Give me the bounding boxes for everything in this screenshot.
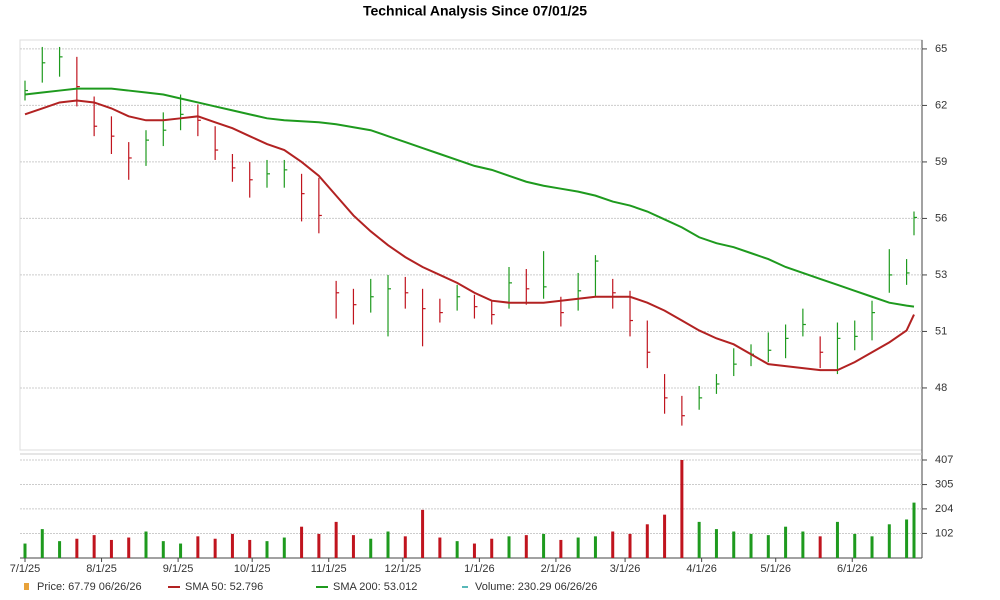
volume-bar — [282, 537, 286, 558]
volume-bar — [196, 536, 200, 558]
volume-bar — [749, 533, 753, 558]
volume-bar — [784, 526, 788, 558]
y-tick-label: 305 — [935, 478, 953, 490]
volume-bar — [472, 543, 476, 558]
volume-bar — [732, 531, 736, 558]
volume-bar — [714, 529, 718, 558]
volume-bar — [369, 538, 373, 558]
volume-bar — [127, 537, 131, 558]
volume-bar — [593, 536, 597, 558]
x-tick-label: 3/1/26 — [610, 563, 641, 575]
x-tick-label: 10/1/25 — [234, 563, 271, 575]
price-pane — [19, 39, 923, 451]
volume-bar — [905, 519, 909, 558]
volume-bar — [801, 531, 805, 558]
y-tick-label: 53 — [935, 269, 947, 281]
legend-marker — [24, 583, 29, 590]
volume-bar — [697, 521, 701, 558]
volume-bar — [58, 541, 62, 558]
x-tick-label: 7/1/25 — [10, 563, 41, 575]
sma-line — [24, 99, 915, 372]
volume-bar — [23, 543, 27, 558]
legend-label: Volume: 230.29 06/26/26 — [475, 581, 597, 593]
volume-bar — [455, 541, 459, 558]
y-tick-label: 51 — [935, 325, 947, 337]
volume-bar — [542, 533, 546, 558]
volume-bar — [421, 509, 425, 558]
volume-bar — [507, 536, 511, 558]
x-tick-label: 1/1/26 — [464, 563, 495, 575]
volume-bar — [144, 531, 148, 558]
volume-bar — [818, 536, 822, 558]
legend-label: SMA 200: 53.012 — [333, 581, 417, 593]
volume-bar — [645, 524, 649, 558]
volume-bar — [870, 536, 874, 558]
x-tick-label: 11/1/25 — [311, 563, 347, 575]
volume-bar — [912, 502, 916, 558]
chart-title: Technical Analysis Since 07/01/25 — [363, 3, 587, 19]
legend-label: Price: 67.79 06/26/26 — [37, 581, 142, 593]
volume-bar — [351, 535, 355, 558]
volume-bar — [559, 539, 563, 558]
volume-bar — [230, 533, 234, 558]
volume-bar — [680, 460, 684, 558]
volume-bar — [300, 526, 304, 558]
volume-bar — [75, 538, 79, 558]
y-tick-label: 407 — [935, 454, 953, 466]
volume-bar — [853, 533, 857, 558]
volume-bar — [109, 539, 113, 558]
x-tick-label: 4/1/26 — [686, 563, 717, 575]
x-tick-label: 6/1/26 — [837, 563, 868, 575]
volume-bar — [403, 536, 407, 558]
y-tick-label: 62 — [935, 99, 947, 111]
volume-bar — [92, 535, 96, 558]
volume-bar — [265, 541, 269, 558]
volume-bar — [835, 521, 839, 558]
x-tick-label: 9/1/25 — [163, 563, 194, 575]
volume-bar — [40, 529, 44, 558]
x-tick-label: 2/1/26 — [541, 563, 572, 575]
y-tick-label: 102 — [935, 527, 953, 539]
volume-bar — [576, 537, 580, 558]
volume-bar — [611, 531, 615, 558]
volume-bar — [334, 521, 338, 558]
volume-bar — [663, 514, 667, 558]
sma-line — [24, 87, 915, 308]
y-tick-label: 56 — [935, 212, 947, 224]
y-tick-label: 65 — [935, 43, 947, 55]
x-tick-label: 5/1/26 — [760, 563, 791, 575]
volume-bar — [161, 541, 165, 558]
volume-bar — [179, 543, 183, 558]
y-tick-label: 48 — [935, 382, 947, 394]
volume-bar — [386, 531, 390, 558]
volume-bar — [490, 538, 494, 558]
volume-bar — [213, 538, 217, 558]
volume-bar — [248, 539, 252, 558]
legend-label: SMA 50: 52.796 — [185, 581, 263, 593]
volume-bar — [524, 535, 528, 558]
volume-bar — [887, 524, 891, 558]
volume-bar — [317, 533, 321, 558]
x-tick-label: 8/1/25 — [86, 563, 117, 575]
y-tick-label: 204 — [935, 503, 953, 515]
volume-bar — [766, 535, 770, 558]
x-tick-label: 12/1/25 — [384, 563, 421, 575]
volume-bar — [438, 537, 442, 558]
y-tick-label: 59 — [935, 156, 947, 168]
volume-bar — [628, 533, 632, 558]
